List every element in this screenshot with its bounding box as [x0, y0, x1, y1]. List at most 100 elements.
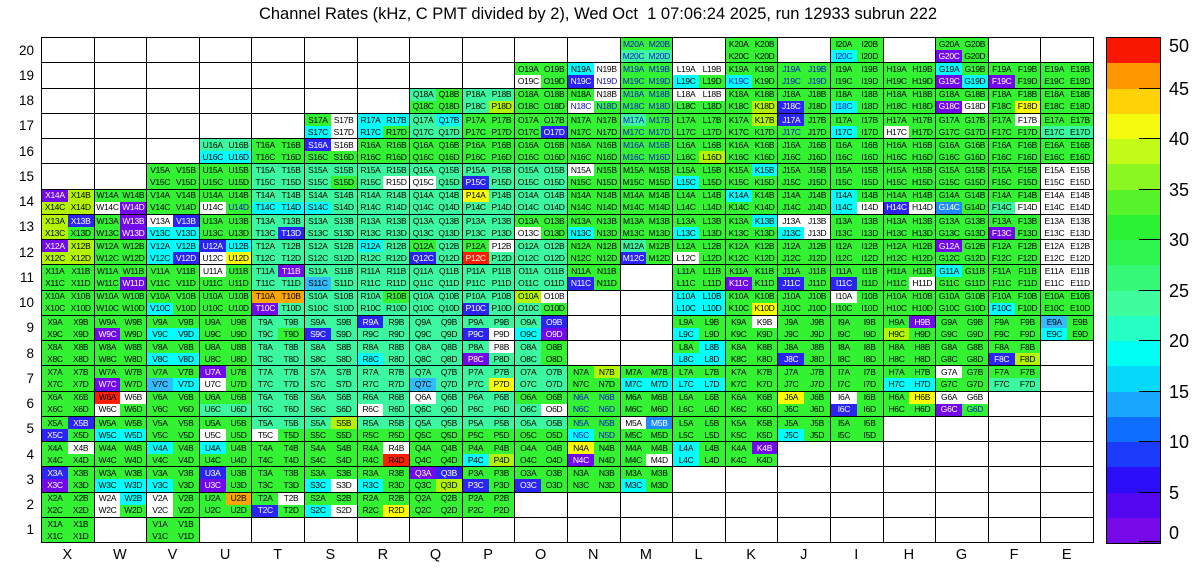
colorbar-tick-label: 45	[1169, 78, 1190, 99]
channel-cell: S9A	[304, 315, 331, 328]
channel-cell: T10D	[278, 302, 304, 315]
channel-cell: Q17A	[410, 113, 436, 126]
grid-position: W14A W14B W14C W14D	[93, 188, 147, 214]
channel-cell: O9A	[515, 315, 542, 328]
grid-position: U15A U15B U15C U15D	[198, 163, 252, 189]
channel-cell: R13C	[357, 226, 384, 239]
channel-cell: R9B	[383, 315, 410, 328]
grid-position: V15A V15B V15C V15D	[146, 163, 199, 189]
channel-cell: W13C	[94, 226, 121, 239]
channel-cell: G10D	[961, 302, 988, 315]
x-axis-label: X	[62, 547, 73, 563]
channel-cell: S12C	[304, 252, 331, 265]
channel-cell: M17A	[620, 113, 647, 126]
channel-cell: G14C	[936, 201, 962, 214]
grid-position: R4A R4B R4C R4D	[356, 441, 410, 467]
channel-cell: O14A	[515, 189, 542, 202]
channel-cell: U16D	[225, 151, 252, 164]
channel-cell: V9A	[147, 315, 173, 328]
channel-cell: M7D	[646, 378, 673, 391]
channel-cell: E15B	[1067, 164, 1093, 177]
grid-position: M12A M12B M12C M12D	[619, 239, 673, 265]
channel-cell: R16A	[357, 139, 384, 152]
grid-position: Q16A Q16B Q16C Q16D	[409, 138, 462, 164]
grid-position: K13A K13B K13C K13D	[724, 213, 778, 239]
channel-cell: T9B	[278, 315, 304, 328]
channel-cell: N13D	[593, 226, 620, 239]
channel-cell: J5B	[804, 416, 830, 429]
channel-cell: H8B	[909, 341, 936, 354]
channel-cell: H19B	[909, 63, 936, 76]
channel-cell: P2B	[488, 492, 515, 505]
grid-position	[1040, 390, 1093, 416]
grid-position: V7A V7B V7C V7D	[146, 365, 199, 391]
grid-position: R16A R16B R16C R16D	[356, 138, 410, 164]
channel-cell: T15A	[252, 164, 279, 177]
channel-cell: Q14C	[410, 201, 436, 214]
channel-cell: W4C	[94, 454, 121, 467]
channel-cell: R15B	[383, 164, 410, 177]
channel-cell: T8C	[252, 353, 279, 366]
channel-cell: Q13C	[410, 226, 436, 239]
channel-cell: Q8D	[435, 353, 462, 366]
channel-cell: S17B	[330, 113, 357, 126]
grid-position: P6A P6B P6C P6D	[461, 390, 515, 416]
channel-cell: S15D	[330, 176, 357, 189]
channel-cell: R5B	[383, 416, 410, 429]
channel-cell: V12A	[147, 240, 173, 253]
channel-cell: G12D	[961, 252, 988, 265]
channel-cell: M18C	[620, 100, 647, 113]
grid-position	[198, 112, 252, 138]
channel-cell: P18D	[488, 100, 515, 113]
grid-position	[987, 516, 1041, 542]
channel-cell: J10C	[778, 302, 805, 315]
channel-cell: T2C	[252, 504, 279, 517]
channel-cell: V12D	[172, 252, 199, 265]
channel-cell: X7B	[67, 366, 94, 379]
grid-position	[882, 37, 936, 63]
channel-cell: S6A	[304, 391, 331, 404]
channel-cell: Q15A	[410, 164, 436, 177]
channel-cell: K15D	[751, 176, 778, 189]
channel-cell: J8A	[778, 341, 805, 354]
channel-cell: L6B	[698, 391, 725, 404]
grid-position: X13A X13B X13C X13D	[41, 213, 94, 239]
channel-cell: H12C	[883, 252, 910, 265]
channel-cell: G12A	[936, 240, 962, 253]
channel-cell: I7A	[830, 366, 857, 379]
y-axis-label: 12	[18, 244, 34, 260]
grid-position: F13A F13B F13C F13D	[987, 213, 1041, 239]
channel-cell: T8B	[278, 341, 304, 354]
channel-cell: K17C	[725, 125, 752, 138]
channel-cell: K13B	[751, 214, 778, 227]
channel-cell: E14A	[1041, 189, 1068, 202]
grid-position: K7A K7B K7C K7D	[724, 365, 778, 391]
grid-position: K20A K20B K20C K20D	[724, 37, 778, 63]
grid-position: R14A R14B R14C R14D	[356, 188, 410, 214]
grid-position	[409, 62, 462, 88]
channel-cell: S2D	[330, 504, 357, 517]
channel-cell: J18D	[804, 100, 830, 113]
channel-cell: F11B	[1014, 265, 1041, 278]
grid-position	[461, 37, 515, 63]
channel-cell: O9B	[541, 315, 567, 328]
channel-cell: O7A	[515, 366, 542, 379]
channel-cell: S8C	[304, 353, 331, 366]
channel-cell: H18B	[909, 88, 936, 101]
channel-cell: N7D	[593, 378, 620, 391]
grid-position	[198, 37, 252, 63]
channel-cell: U10D	[225, 302, 252, 315]
channel-cell: M7B	[646, 366, 673, 379]
grid-position: H13A H13B H13C H13D	[882, 213, 936, 239]
channel-cell: Q2A	[410, 492, 436, 505]
channel-cell: G17C	[936, 125, 962, 138]
channel-cell: O10B	[541, 290, 567, 303]
channel-cell: P16C	[462, 151, 489, 164]
channel-cell: G7D	[961, 378, 988, 391]
channel-cell: N3C	[567, 479, 594, 492]
grid-position: L15A L15B L15C L15D	[672, 163, 725, 189]
channel-cell: T11A	[252, 265, 279, 278]
channel-cell: K7D	[751, 378, 778, 391]
grid-position: P7A P7B P7C P7D	[461, 365, 515, 391]
channel-cell: J10B	[804, 290, 830, 303]
